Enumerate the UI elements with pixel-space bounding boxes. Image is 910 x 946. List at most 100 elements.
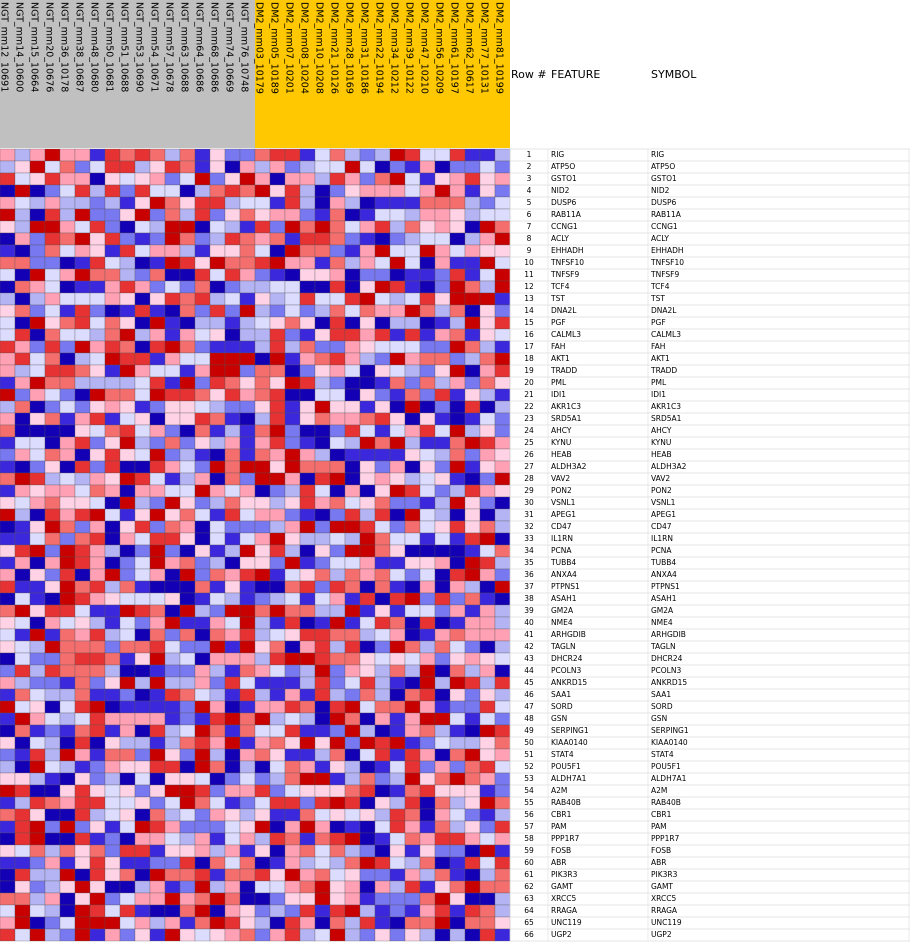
heatmap-cell: [209, 832, 226, 846]
heatmap-cell: [494, 844, 511, 858]
heatmap-cell: [104, 868, 121, 882]
heatmap-cell: [404, 808, 421, 822]
heatmap-cell: [464, 556, 481, 570]
heatmap-cell: [179, 184, 196, 198]
heatmap-cell: [89, 796, 106, 810]
heatmap-cell: [209, 712, 226, 726]
feature: TRADD: [550, 366, 577, 375]
heatmap-cell: [464, 256, 481, 270]
heatmap-cell: [179, 484, 196, 498]
heatmap-cell: [344, 364, 361, 378]
heatmap-cell: [89, 448, 106, 462]
heatmap-cell: [269, 664, 286, 678]
heatmap-cell: [149, 220, 166, 234]
heatmap-cell: [209, 676, 226, 690]
heatmap-cell: [269, 376, 286, 390]
heatmap-cell: [74, 712, 91, 726]
symbol: HEAB: [651, 450, 672, 459]
feature: GAMT: [551, 882, 573, 891]
heatmap-cell: [314, 856, 331, 870]
column-label: NGT_mm53_10690: [134, 2, 145, 92]
heatmap-cell: [119, 688, 136, 702]
heatmap-cell: [344, 328, 361, 342]
heatmap-cell: [89, 616, 106, 630]
symbol: CCNG1: [651, 222, 678, 231]
column-label: DM2_mm56_10209: [434, 2, 445, 94]
heatmap-cell: [284, 268, 301, 282]
heatmap-cell: [74, 640, 91, 654]
heatmap-cell: [494, 424, 511, 438]
heatmap-cell: [464, 796, 481, 810]
heatmap-cell: [359, 712, 376, 726]
heatmap-cell: [164, 700, 181, 714]
heatmap-cell: [239, 664, 256, 678]
heatmap-cell: [404, 256, 421, 270]
heatmap-cell: [449, 484, 466, 498]
heatmap-cell: [359, 628, 376, 642]
heatmap-cell: [464, 244, 481, 258]
heatmap-cell: [44, 460, 61, 474]
heatmap-cell: [329, 376, 346, 390]
heatmap-cell: [299, 172, 316, 186]
heatmap-cell: [359, 688, 376, 702]
heatmap-cell: [494, 160, 511, 174]
heatmap-cell: [119, 544, 136, 558]
heatmap-cell: [239, 256, 256, 270]
heatmap-cell: [104, 172, 121, 186]
heatmap-cell: [0, 532, 16, 546]
heatmap-cell: [29, 544, 46, 558]
heatmap-cell: [299, 604, 316, 618]
feature: APEG1: [551, 510, 576, 519]
heatmap-cell: [119, 304, 136, 318]
heatmap-cell: [224, 616, 241, 630]
heatmap-cell: [89, 460, 106, 474]
heatmap-cell: [14, 160, 31, 174]
heatmap-cell: [479, 184, 496, 198]
feature: VAV2: [551, 474, 570, 483]
heatmap-cell: [449, 268, 466, 282]
heatmap-cell: [104, 700, 121, 714]
heatmap-cell: [344, 652, 361, 666]
heatmap-cell: [374, 244, 391, 258]
heatmap-cell: [0, 268, 16, 282]
feature: ACLY: [551, 234, 569, 243]
heatmap-cell: [59, 328, 76, 342]
heatmap-cell: [314, 904, 331, 918]
heatmap-cell: [104, 652, 121, 666]
heatmap-cell: [104, 616, 121, 630]
heatmap-cell: [119, 256, 136, 270]
heatmap-cell: [434, 724, 451, 738]
heatmap-cell: [314, 880, 331, 894]
heatmap-cell: [314, 832, 331, 846]
heatmap-cell: [419, 904, 436, 918]
column-label: DM2_mm22_10194: [374, 2, 385, 94]
heatmap-cell: [179, 748, 196, 762]
heatmap-cell: [194, 604, 211, 618]
heatmap-cell: [404, 676, 421, 690]
heatmap-cell: [164, 244, 181, 258]
heatmap-cell: [44, 424, 61, 438]
heatmap-cell: [239, 736, 256, 750]
heatmap-cell: [0, 856, 16, 870]
heatmap-cell: [299, 652, 316, 666]
heatmap-cell: [254, 148, 271, 162]
heatmap-cell: [344, 808, 361, 822]
heatmap-cell: [59, 376, 76, 390]
heatmap-cell: [404, 664, 421, 678]
heatmap-cell: [44, 628, 61, 642]
heatmap-cell: [74, 928, 91, 942]
heatmap-cell: [134, 340, 151, 354]
heatmap-cell: [404, 688, 421, 702]
heatmap-cell: [74, 304, 91, 318]
heatmap-cell: [389, 376, 406, 390]
heatmap-cell: [329, 532, 346, 546]
heatmap-cell: [254, 664, 271, 678]
heatmap-cell: [494, 412, 511, 426]
heatmap-cell: [179, 628, 196, 642]
heatmap-cell: [29, 880, 46, 894]
heatmap-cell: [14, 148, 31, 162]
heatmap-cell: [284, 208, 301, 222]
heatmap-cell: [59, 868, 76, 882]
heatmap-cell: [479, 892, 496, 906]
heatmap-cell: [194, 856, 211, 870]
